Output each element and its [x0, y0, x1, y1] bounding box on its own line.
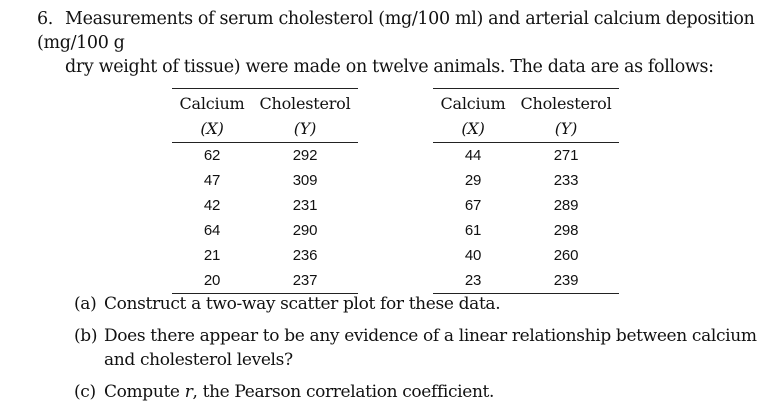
table-row: 20 237 — [172, 268, 358, 294]
col-symbol-y: (Y) — [513, 116, 619, 143]
col-header-calcium: Calcium — [433, 88, 513, 116]
question-text: Compute r, the Pearson correlation coeff… — [104, 382, 495, 402]
table-row: 44 271 — [464, 147, 579, 164]
question-text: Does there appear to be any evidence of … — [104, 326, 757, 370]
question-c: (c) Compute r, the Pearson correlation c… — [74, 380, 764, 404]
table-row: 64 290 — [203, 222, 318, 239]
table-row: 42 231 — [203, 197, 318, 214]
col-symbol-y: (Y) — [252, 116, 358, 143]
problem-statement: 6. Measurements of serum cholesterol (mg/… — [37, 7, 767, 79]
problem-number: 6. — [37, 9, 53, 29]
table-row: 21 236 — [203, 247, 318, 264]
problem-intro-line-1: 6. Measurements of serum cholesterol (mg/… — [37, 9, 755, 53]
question-label: (b) — [74, 326, 98, 346]
col-symbol-x: (X) — [433, 116, 513, 143]
table-row: 47 309 — [203, 172, 318, 189]
col-header-calcium: Calcium — [172, 88, 252, 116]
question-text: Construct a two-way scatter plot for the… — [104, 294, 501, 314]
question-label: (a) — [74, 294, 97, 314]
symbol-r: r — [184, 382, 193, 402]
data-table-right: Calcium Cholesterol (X) (Y) 44 271 29 233 … — [433, 88, 619, 294]
col-header-cholesterol: Cholesterol — [252, 88, 358, 116]
table-row: 62 292 — [203, 147, 318, 164]
table-row: 40 260 — [464, 247, 579, 264]
table-row: 61 298 — [464, 222, 579, 239]
problem-intro-line-2: dry weight of tissue) were made on twelv… — [65, 57, 714, 77]
question-a: (a) Construct a two-way scatter plot for… — [74, 292, 764, 316]
col-header-cholesterol: Cholesterol — [513, 88, 619, 116]
col-symbol-x: (X) — [172, 116, 252, 143]
data-table-left: Calcium Cholesterol (X) (Y) 62 292 47 309 … — [172, 88, 358, 294]
table-row: 29 233 — [464, 172, 579, 189]
table-row: 67 289 — [464, 197, 579, 214]
question-label: (c) — [74, 382, 96, 402]
table-row: 23 239 — [433, 268, 619, 294]
question-list: (a) Construct a two-way scatter plot for… — [74, 292, 764, 412]
question-b: (b) Does there appear to be any evidence… — [74, 324, 764, 372]
